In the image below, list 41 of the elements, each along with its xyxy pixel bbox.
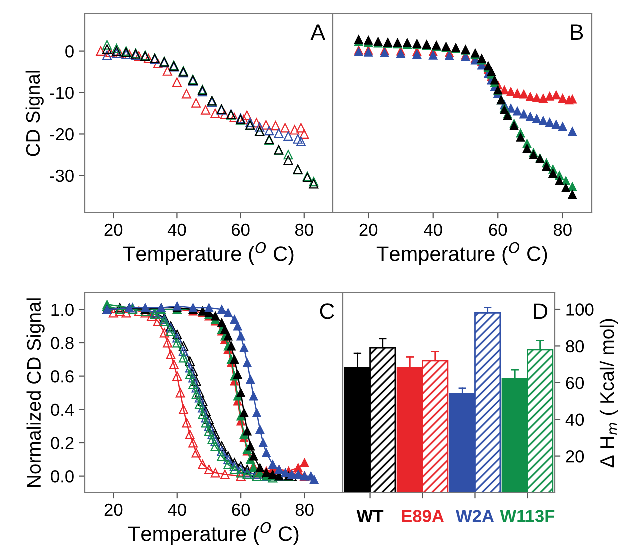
- y2-tick-label: 20: [566, 450, 584, 463]
- y-tick-label: -30: [50, 170, 74, 182]
- y-axis-title: CD Signal: [26, 71, 44, 156]
- y2-tick-label: 80: [566, 340, 584, 353]
- y2-tick-label: 100: [566, 304, 594, 316]
- x-tick-label: 80: [296, 504, 314, 516]
- x-tick-label: 20: [104, 504, 123, 516]
- x-tick-label: 80: [554, 224, 572, 236]
- y-tick-label: 0.4: [51, 404, 74, 416]
- x-axis-title: Temperature ($^{O}$ C): [128, 522, 299, 546]
- y-tick-label: 0.0: [51, 470, 74, 483]
- x-tick-label: 20: [360, 224, 378, 236]
- y-tick-label: 0.6: [51, 370, 74, 383]
- y2-axis-title: Δ H$_{m}$ ( Kcal/ mol): [600, 319, 618, 468]
- y-tick-label: 0: [66, 45, 74, 58]
- y-tick-label: -10: [50, 86, 74, 100]
- y-tick-label: 0.2: [51, 437, 74, 450]
- x-tick-label: 40: [168, 224, 186, 236]
- x-tick-label: 60: [489, 224, 508, 236]
- y2-tick-label: 40: [566, 414, 584, 426]
- x-tick-label: W2A: [456, 510, 494, 522]
- x-axis-title: Temperature ($^{O}$ C): [376, 242, 548, 266]
- y-tick-label: 1.0: [52, 304, 74, 316]
- x-tick-label: 20: [104, 224, 123, 236]
- x-tick-label: 60: [232, 224, 250, 236]
- y-tick-label: -20: [50, 128, 74, 141]
- x-tick-label: 40: [168, 504, 186, 516]
- y-axis-title: Normalized CD Signal: [26, 298, 45, 488]
- x-tick-label: E89A: [402, 510, 444, 522]
- annotation: B: [571, 24, 584, 40]
- x-tick-label: WT: [356, 510, 384, 522]
- annotation: C: [320, 304, 334, 320]
- annotation: D: [534, 304, 548, 320]
- x-tick-label: 60: [232, 504, 250, 516]
- x-tick-label: W113F: [500, 510, 555, 522]
- x-tick-label: 80: [295, 224, 314, 236]
- x-tick-label: 40: [424, 224, 442, 236]
- y-tick-label: 0.8: [51, 337, 74, 350]
- annotation: A: [310, 24, 326, 40]
- x-axis-title: Temperature ($^{O}$ C): [123, 242, 294, 266]
- y2-tick-label: 60: [566, 377, 584, 390]
